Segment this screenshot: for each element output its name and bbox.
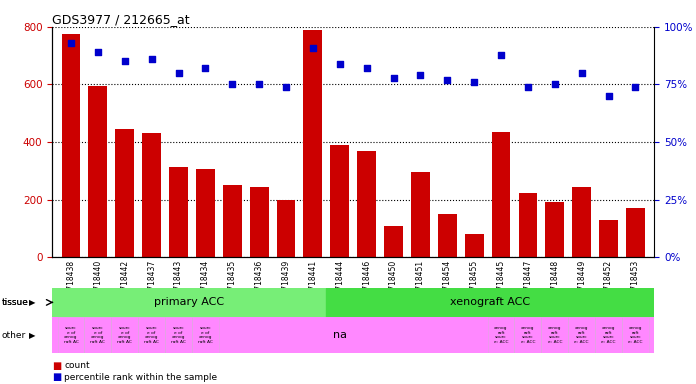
Point <box>173 70 184 76</box>
Bar <box>331 145 349 257</box>
Text: sourc
e of
xenog
raft AC: sourc e of xenog raft AC <box>118 326 132 344</box>
Bar <box>541 317 568 353</box>
Point <box>496 51 507 58</box>
Bar <box>111 317 139 353</box>
Text: sourc
e of
xenog
raft AC: sourc e of xenog raft AC <box>198 326 213 344</box>
Text: count: count <box>64 361 90 370</box>
Bar <box>62 34 81 257</box>
Text: xenograft ACC: xenograft ACC <box>450 297 530 308</box>
Text: primary ACC: primary ACC <box>155 297 224 308</box>
Text: ■: ■ <box>52 361 61 371</box>
Text: percentile rank within the sample: percentile rank within the sample <box>64 372 217 382</box>
Bar <box>192 317 219 353</box>
Bar <box>514 317 541 353</box>
Point <box>93 49 104 55</box>
Bar <box>139 317 165 353</box>
Point <box>468 79 480 85</box>
Bar <box>384 226 403 257</box>
Text: tissue: tissue <box>1 298 29 307</box>
Bar <box>223 185 242 257</box>
Bar <box>491 132 510 257</box>
Bar <box>599 220 618 257</box>
Bar <box>572 187 591 257</box>
Point <box>65 40 77 46</box>
Bar <box>52 288 326 317</box>
Bar <box>303 30 322 257</box>
Point <box>415 72 426 78</box>
Text: na: na <box>333 330 347 340</box>
Point <box>361 65 372 71</box>
Bar <box>58 317 84 353</box>
Point <box>442 77 453 83</box>
Text: ■: ■ <box>52 372 61 382</box>
Bar <box>488 317 514 353</box>
Bar <box>116 129 134 257</box>
Text: sourc
e of
xenog
raft AC: sourc e of xenog raft AC <box>171 326 186 344</box>
Bar <box>622 317 649 353</box>
Bar <box>165 317 192 353</box>
Bar <box>196 169 215 257</box>
Point <box>576 70 587 76</box>
Point <box>253 81 264 88</box>
Point <box>308 45 319 51</box>
Text: tissue: tissue <box>1 298 29 307</box>
Point <box>227 81 238 88</box>
Bar <box>357 151 376 257</box>
Point <box>388 74 399 81</box>
Point <box>146 56 157 62</box>
Bar <box>88 86 107 257</box>
Bar <box>438 214 457 257</box>
Text: ▶: ▶ <box>29 298 35 307</box>
Point <box>280 84 292 90</box>
Text: sourc
e of
xenog
raft AC: sourc e of xenog raft AC <box>144 326 159 344</box>
Point <box>523 84 534 90</box>
Bar <box>142 134 161 257</box>
Point <box>119 58 130 65</box>
Text: xenog
raft
sourc
e: ACC: xenog raft sourc e: ACC <box>493 326 508 344</box>
Text: xenog
raft
sourc
e: ACC: xenog raft sourc e: ACC <box>521 326 535 344</box>
Bar <box>568 317 595 353</box>
Bar <box>465 234 484 257</box>
Bar <box>276 200 295 257</box>
Point <box>334 61 345 67</box>
Bar <box>519 194 537 257</box>
Bar <box>546 202 564 257</box>
Bar <box>326 288 654 317</box>
Point <box>200 65 211 71</box>
Bar <box>411 172 430 257</box>
Point <box>630 84 641 90</box>
Text: xenog
raft
sourc
e: ACC: xenog raft sourc e: ACC <box>628 326 642 344</box>
Text: other: other <box>1 331 26 339</box>
Point <box>603 93 614 99</box>
Text: sourc
e of
xenog
raft AC: sourc e of xenog raft AC <box>63 326 79 344</box>
Text: xenog
raft
sourc
e: ACC: xenog raft sourc e: ACC <box>574 326 589 344</box>
Bar <box>595 317 622 353</box>
Point <box>549 81 560 88</box>
Text: sourc
e of
xenog
raft AC: sourc e of xenog raft AC <box>90 326 105 344</box>
Bar <box>626 208 644 257</box>
Text: GDS3977 / 212665_at: GDS3977 / 212665_at <box>52 13 190 26</box>
Bar <box>250 187 269 257</box>
Bar <box>84 317 111 353</box>
Text: xenog
raft
sourc
e: ACC: xenog raft sourc e: ACC <box>548 326 562 344</box>
Bar <box>169 167 188 257</box>
Text: xenog
raft
sourc
e: ACC: xenog raft sourc e: ACC <box>601 326 616 344</box>
Text: ▶: ▶ <box>29 331 35 339</box>
